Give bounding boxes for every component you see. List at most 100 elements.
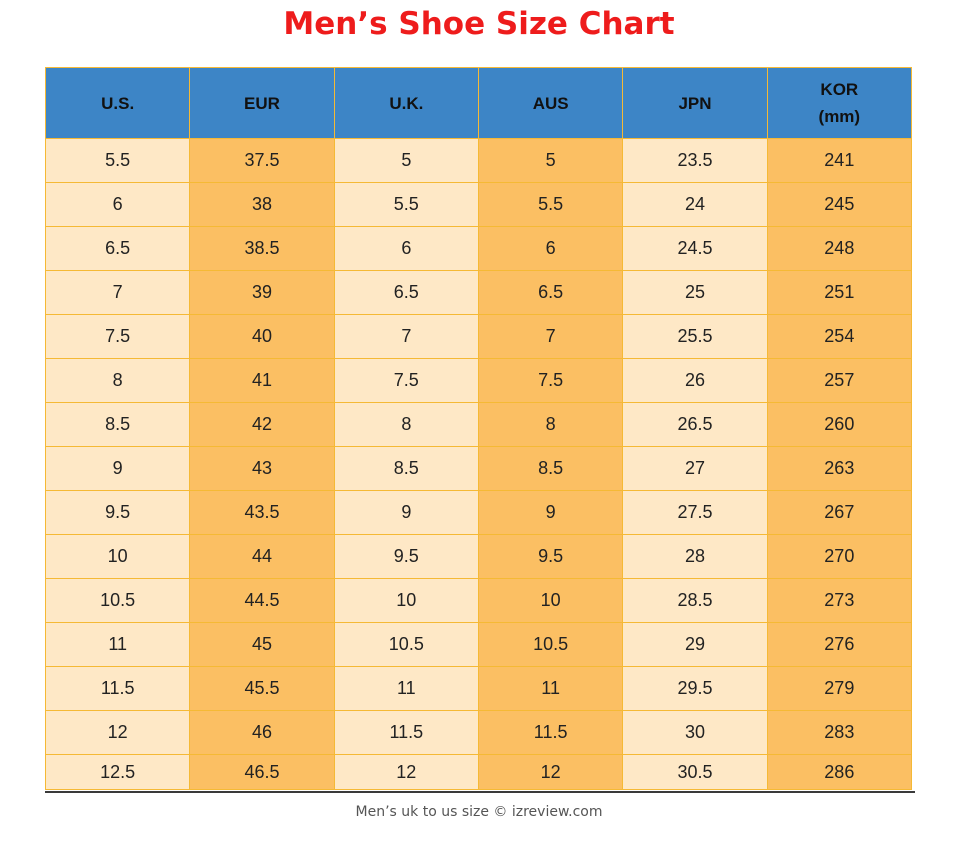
cell-eur: 41 — [189, 358, 335, 403]
cell-kor: 257 — [766, 358, 913, 403]
cell-kor: 251 — [766, 270, 913, 315]
table-row: 12.5 46.5 12 12 30.5 286 — [44, 754, 913, 790]
cell-uk: 9.5 — [333, 534, 479, 579]
cell-kor: 276 — [766, 622, 913, 667]
cell-uk: 7 — [333, 314, 479, 359]
cell-jpn: 30 — [622, 710, 768, 755]
cell-uk: 6.5 — [333, 270, 479, 315]
cell-eur: 43.5 — [189, 490, 335, 535]
table-row: 6 38 5.5 5.5 24 245 — [44, 182, 913, 227]
cell-uk: 8.5 — [333, 446, 479, 491]
table-body: 5.5 37.5 5 5 23.5 241 6 38 5.5 5.5 24 245 6.5 38.5 6 6 2… — [44, 138, 913, 790]
cell-jpn: 26 — [622, 358, 768, 403]
cell-jpn: 24 — [622, 182, 768, 227]
header-us: U.S. — [44, 67, 191, 139]
cell-us: 10.5 — [44, 578, 191, 623]
cell-eur: 38 — [189, 182, 335, 227]
cell-jpn: 25.5 — [622, 314, 768, 359]
cell-kor: 273 — [766, 578, 913, 623]
cell-us: 9.5 — [44, 490, 191, 535]
table-row: 6.5 38.5 6 6 24.5 248 — [44, 226, 913, 271]
cell-eur: 46.5 — [189, 754, 335, 790]
cell-aus: 5.5 — [477, 182, 624, 227]
cell-kor: 245 — [766, 182, 913, 227]
cell-aus: 11 — [477, 666, 624, 711]
cell-aus: 7 — [477, 314, 624, 359]
cell-jpn: 23.5 — [622, 138, 768, 183]
source-caption: Men’s uk to us size © izreview.com — [355, 804, 603, 820]
cell-us: 5.5 — [44, 138, 191, 183]
cell-jpn: 28.5 — [622, 578, 768, 623]
cell-eur: 38.5 — [189, 226, 335, 271]
cell-aus: 5 — [477, 138, 624, 183]
cell-aus: 10 — [477, 578, 624, 623]
cell-kor: 267 — [766, 490, 913, 535]
cell-aus: 7.5 — [477, 358, 624, 403]
cell-uk: 9 — [333, 490, 479, 535]
cell-jpn: 27 — [622, 446, 768, 491]
cell-us: 6.5 — [44, 226, 191, 271]
header-eur: EUR — [189, 67, 335, 139]
cell-jpn: 24.5 — [622, 226, 768, 271]
cell-uk: 8 — [333, 402, 479, 447]
cell-us: 11.5 — [44, 666, 191, 711]
table-row: 10 44 9.5 9.5 28 270 — [44, 534, 913, 579]
table-row: 8.5 42 8 8 26.5 260 — [44, 402, 913, 447]
cell-uk: 10 — [333, 578, 479, 623]
cell-us: 9 — [44, 446, 191, 491]
cell-us: 7 — [44, 270, 191, 315]
cell-jpn: 25 — [622, 270, 768, 315]
cell-aus: 8.5 — [477, 446, 624, 491]
cell-eur: 40 — [189, 314, 335, 359]
cell-kor: 260 — [766, 402, 913, 447]
cell-jpn: 29.5 — [622, 666, 768, 711]
cell-kor: 241 — [766, 138, 913, 183]
cell-eur: 43 — [189, 446, 335, 491]
cell-aus: 8 — [477, 402, 624, 447]
cell-uk: 5.5 — [333, 182, 479, 227]
table-row: 7.5 40 7 7 25.5 254 — [44, 314, 913, 359]
cell-eur: 45 — [189, 622, 335, 667]
cell-aus: 6.5 — [477, 270, 624, 315]
cell-kor: 248 — [766, 226, 913, 271]
table-row: 10.5 44.5 10 10 28.5 273 — [44, 578, 913, 623]
cell-aus: 9 — [477, 490, 624, 535]
cell-aus: 10.5 — [477, 622, 624, 667]
cell-eur: 44 — [189, 534, 335, 579]
cell-uk: 11.5 — [333, 710, 479, 755]
cell-eur: 46 — [189, 710, 335, 755]
header-kor: KOR (mm) — [766, 67, 913, 139]
cell-uk: 5 — [333, 138, 479, 183]
cell-uk: 6 — [333, 226, 479, 271]
cell-kor: 263 — [766, 446, 913, 491]
cell-us: 10 — [44, 534, 191, 579]
cell-us: 12 — [44, 710, 191, 755]
cell-us: 6 — [44, 182, 191, 227]
cell-eur: 37.5 — [189, 138, 335, 183]
cell-jpn: 30.5 — [622, 754, 768, 790]
table-row: 9.5 43.5 9 9 27.5 267 — [44, 490, 913, 535]
cell-aus: 12 — [477, 754, 624, 790]
header-uk: U.K. — [333, 67, 479, 139]
cell-kor: 283 — [766, 710, 913, 755]
cell-us: 8 — [44, 358, 191, 403]
chart-title: Men’s Shoe Size Chart — [283, 6, 675, 42]
cell-jpn: 26.5 — [622, 402, 768, 447]
cell-jpn: 29 — [622, 622, 768, 667]
cell-kor: 270 — [766, 534, 913, 579]
cell-aus: 6 — [477, 226, 624, 271]
cell-us: 12.5 — [44, 754, 191, 790]
cell-aus: 9.5 — [477, 534, 624, 579]
bottom-rule — [45, 791, 915, 793]
cell-us: 8.5 — [44, 402, 191, 447]
header-aus: AUS — [477, 67, 624, 139]
table-row: 7 39 6.5 6.5 25 251 — [44, 270, 913, 315]
cell-uk: 11 — [333, 666, 479, 711]
cell-eur: 42 — [189, 402, 335, 447]
cell-kor: 254 — [766, 314, 913, 359]
cell-aus: 11.5 — [477, 710, 624, 755]
cell-eur: 39 — [189, 270, 335, 315]
cell-us: 7.5 — [44, 314, 191, 359]
cell-jpn: 28 — [622, 534, 768, 579]
cell-eur: 45.5 — [189, 666, 335, 711]
